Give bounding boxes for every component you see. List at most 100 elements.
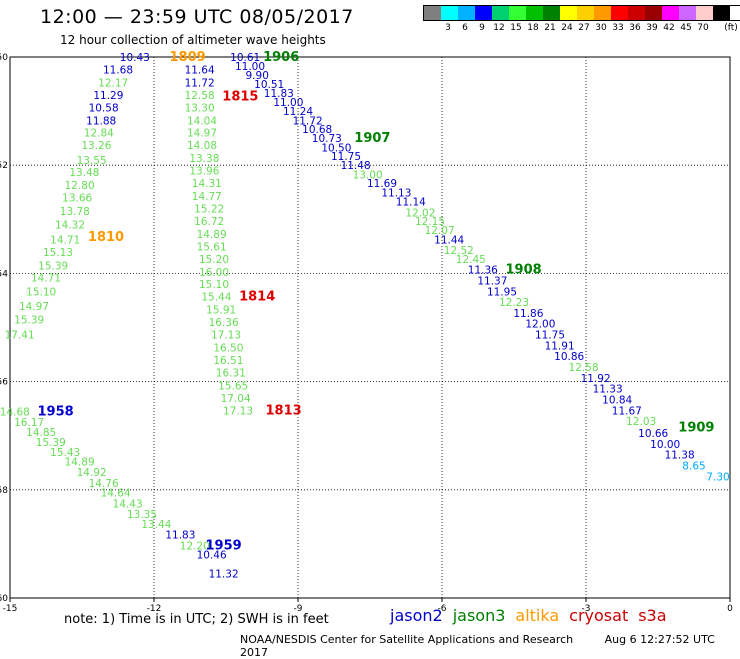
swh-value-label: 15.22 <box>194 203 224 215</box>
pass-time-label: 1908 <box>506 263 542 278</box>
swh-value-label: 12.80 <box>65 180 95 192</box>
swh-value-label: 16.17 <box>14 417 44 429</box>
legend-label: 36 <box>629 23 641 33</box>
swh-value-label: 17.41 <box>5 330 35 342</box>
swh-value-label: 11.64 <box>185 64 215 76</box>
swh-value-label: 14.97 <box>187 128 217 140</box>
satellite-name: jason3 <box>452 606 506 625</box>
swh-value-label: 13.66 <box>62 193 92 205</box>
swh-value-label: 10.50 <box>321 142 351 154</box>
swh-value-label: 15.13 <box>43 247 73 259</box>
y-tick-label: -58 <box>0 486 8 496</box>
pass-time-label: 1810 <box>88 230 124 245</box>
legend-label: 39 <box>646 23 658 33</box>
swh-value-label: 16.50 <box>213 343 243 355</box>
swh-value-label: 8.65 <box>682 460 705 472</box>
swh-value-label: 14.76 <box>89 478 119 490</box>
swh-value-label: 10.43 <box>120 52 150 64</box>
swh-value-label: 10.68 <box>302 124 332 136</box>
swh-value-label: 10.66 <box>638 428 668 440</box>
satellite-name: s3a <box>638 606 667 625</box>
swh-value-label: 11.24 <box>283 106 313 118</box>
swh-value-label: 10.51 <box>254 79 284 91</box>
swh-value-label: 14.85 <box>26 427 56 439</box>
swh-value-label: 14.04 <box>187 115 217 127</box>
satellite-legend: jason2 jason3 altika cryosat s3a <box>390 606 667 625</box>
pass-time-label: 1909 <box>678 421 714 436</box>
swh-value-label: 10.58 <box>89 102 119 114</box>
y-tick-label: -54 <box>0 269 8 279</box>
legend-label: 6 <box>462 23 468 33</box>
y-tick-label: -52 <box>0 161 8 171</box>
swh-value-label: 13.96 <box>189 166 219 178</box>
y-tick-label: -60 <box>0 594 8 604</box>
legend-label: 27 <box>578 23 590 33</box>
swh-value-label: 11.32 <box>209 569 239 581</box>
legend-swatch <box>526 6 543 20</box>
swh-value-label: 12.20 <box>180 541 210 553</box>
swh-value-label: 14.31 <box>192 178 222 190</box>
swh-value-label: 14.32 <box>55 220 85 232</box>
swh-value-label: 12.15 <box>415 216 445 228</box>
legend-swatch <box>492 6 509 20</box>
swh-value-label: 11.75 <box>535 330 565 342</box>
swh-value-label: 12.17 <box>98 77 128 89</box>
legend-label: 3 <box>445 23 451 33</box>
footer-credit: NOAA/NESDIS Center for Satellite Applica… <box>240 633 574 646</box>
pass-time-label: 1959 <box>206 539 242 554</box>
swh-value-label: 10.86 <box>554 351 584 363</box>
swh-value-label: 15.10 <box>199 279 229 291</box>
swh-value-label: 11.72 <box>185 77 215 89</box>
legend-swatch <box>543 6 560 20</box>
y-tick-label: -56 <box>0 378 8 388</box>
legend-swatch <box>475 6 492 20</box>
plot-frame <box>9 56 731 599</box>
swh-value-label: 16.51 <box>213 355 243 367</box>
swh-value-label: 15.43 <box>50 447 80 459</box>
swh-value-label: 10.61 <box>230 52 260 64</box>
swh-value-label: 14.64 <box>101 488 131 500</box>
color-legend: 3 6 9 12 15 18 21 24 27 30 33 36 39 42 45 70 (ft) <box>423 5 740 33</box>
swh-value-label: 14.68 <box>0 406 30 418</box>
swh-value-label: 16.00 <box>199 267 229 279</box>
swh-value-label: 11.91 <box>545 340 575 352</box>
swh-value-label: 13.35 <box>127 509 157 521</box>
swh-value-label: 11.72 <box>293 115 323 127</box>
swh-value-label: 13.55 <box>77 155 107 167</box>
swh-value-label: 10.00 <box>650 439 680 451</box>
swh-value-label: 11.36 <box>468 265 498 277</box>
swh-value-label: 11.83 <box>264 88 294 100</box>
swh-value-label: 15.39 <box>14 314 44 326</box>
satellite-name: jason2 <box>390 606 443 625</box>
swh-value-label: 11.37 <box>477 275 507 287</box>
legend-label: 9 <box>479 23 485 33</box>
legend-swatch <box>424 6 441 20</box>
swh-value-label: 11.92 <box>581 373 611 385</box>
swh-value-label: 11.48 <box>341 160 371 172</box>
swh-value-label: 13.30 <box>185 102 215 114</box>
pass-time-label: 1906 <box>263 50 299 65</box>
legend-label: 33 <box>612 23 624 33</box>
swh-value-label: 10.73 <box>312 133 342 145</box>
legend-label: 30 <box>595 23 607 33</box>
legend-label: 15 <box>510 23 522 33</box>
swh-value-label: 15.61 <box>197 241 227 253</box>
swh-value-label: 17.13 <box>211 330 241 342</box>
pass-time-label: 1814 <box>239 290 275 305</box>
legend-swatch <box>696 6 713 20</box>
swh-value-label: 12.03 <box>626 416 656 428</box>
pass-time-label: 1815 <box>222 89 258 104</box>
swh-value-label: 16.31 <box>216 367 246 379</box>
swh-value-label: 14.43 <box>113 498 143 510</box>
y-tick-label: -50 <box>0 53 8 63</box>
swh-value-label: 14.71 <box>31 273 61 285</box>
swh-value-label: 14.89 <box>197 229 227 241</box>
legend-swatches <box>423 5 740 21</box>
swh-value-label: 12.07 <box>425 225 455 237</box>
swh-value-label: 14.08 <box>187 140 217 152</box>
pass-time-label: 1809 <box>170 50 206 65</box>
legend-swatch <box>645 6 662 20</box>
swh-value-label: 15.39 <box>36 437 66 449</box>
swh-value-label: 12.58 <box>185 90 215 102</box>
